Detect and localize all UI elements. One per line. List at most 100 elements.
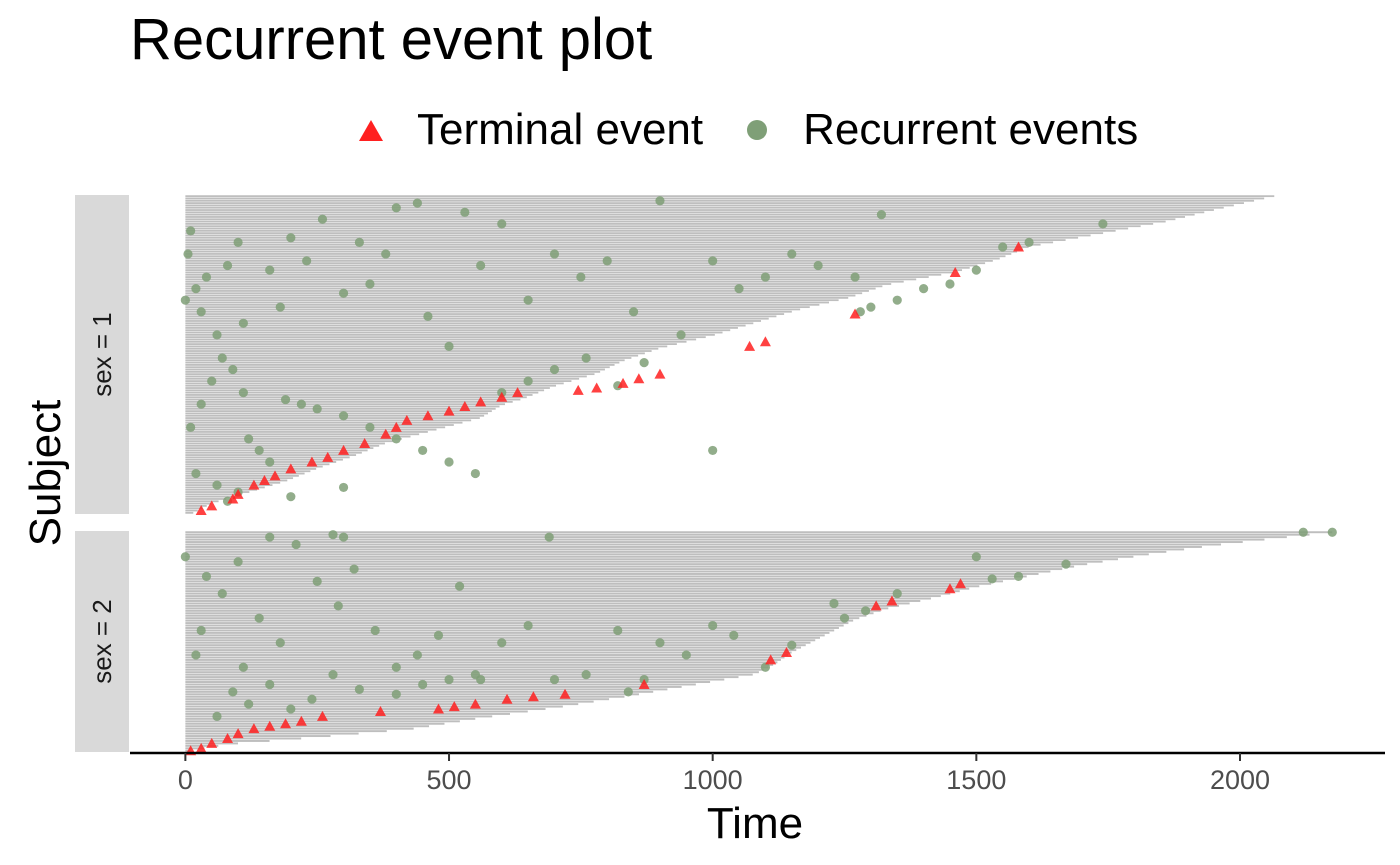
recurrent-event-point (354, 684, 364, 694)
recurrent-event-point (191, 284, 201, 294)
follow-up-bar (185, 545, 1202, 548)
follow-up-bar (185, 495, 234, 498)
follow-up-bar (185, 468, 317, 470)
follow-up-bar (185, 248, 1023, 251)
follow-up-bar (185, 440, 394, 443)
follow-up-bar (185, 322, 754, 325)
recurrent-event-point (549, 674, 560, 685)
follow-up-bar (185, 262, 986, 265)
follow-up-bar (185, 538, 1265, 541)
recurrent-event-point (418, 679, 428, 690)
recurrent-event-point (433, 630, 444, 640)
follow-up-bar (185, 414, 485, 417)
follow-up-bar (185, 433, 420, 436)
recurrent-event-point (317, 214, 328, 224)
x-tick-label: 1000 (683, 765, 743, 795)
follow-up-bar (185, 250, 1018, 253)
follow-up-bar (185, 239, 1066, 241)
recurrent-event-point (581, 670, 591, 680)
follow-up-bar (185, 276, 929, 278)
x-tick-label: 500 (426, 765, 471, 795)
recurrent-event-point (180, 295, 190, 305)
recurrent-event-point (328, 530, 338, 540)
terminal-event-point (744, 340, 756, 351)
follow-up-bar (185, 712, 510, 715)
follow-up-bar (185, 382, 564, 385)
follow-up-bar (185, 722, 445, 725)
terminal-event-point (195, 505, 207, 516)
follow-up-bar (185, 366, 610, 369)
recurrent-event-point (787, 640, 797, 650)
follow-up-bar (185, 403, 505, 406)
recurrent-event-point (244, 699, 254, 709)
recurrent-event-point (183, 249, 193, 259)
follow-up-bar (185, 572, 1039, 575)
panel-strip-label: sex = 1 (87, 312, 117, 397)
follow-up-bar (185, 331, 723, 334)
follow-up-bar (185, 703, 579, 706)
follow-up-bar (185, 658, 781, 661)
legend: Terminal event Recurrent events (355, 100, 1176, 160)
follow-up-bar (185, 336, 706, 339)
follow-up-bar (185, 710, 528, 713)
recurrent-event-point (201, 272, 212, 282)
terminal-event-point (955, 578, 967, 589)
recurrent-event-point (265, 457, 275, 467)
recurrent-event-point (191, 468, 201, 479)
recurrent-event-point (460, 207, 470, 217)
follow-up-bar (185, 405, 500, 408)
follow-up-bar (185, 209, 1214, 211)
follow-up-bar (185, 735, 331, 738)
follow-up-bar (185, 511, 194, 514)
follow-up-bar (185, 391, 539, 394)
follow-up-bar (185, 278, 917, 281)
follow-up-bar (185, 368, 605, 371)
recurrent-event-point (302, 256, 312, 266)
follow-up-bar (185, 541, 1243, 544)
x-axis: 0 500 1000 1500 2000 (178, 753, 1270, 795)
panels-layer: sex = 1 sex = 2 (75, 195, 1337, 756)
terminal-event-point (285, 463, 297, 474)
recurrent-event-point (444, 457, 454, 467)
follow-up-bar (185, 241, 1054, 244)
follow-up-bar (185, 264, 978, 267)
recurrent-event-point (365, 279, 375, 289)
follow-up-bar (185, 695, 625, 698)
follow-up-bar (185, 354, 639, 357)
terminal-events (195, 241, 1025, 516)
follow-up-bar (185, 629, 835, 632)
follow-up-bar (185, 592, 951, 595)
follow-up-bar (185, 315, 777, 318)
recurrent-event-point (813, 260, 823, 271)
recurrent-event-point (391, 203, 401, 213)
follow-up-bar (185, 580, 1003, 583)
follow-up-bar (185, 398, 521, 401)
follow-up-bar (185, 708, 546, 711)
panel-strip-label: sex = 2 (87, 599, 117, 684)
follow-up-bar (185, 560, 1103, 563)
follow-up-bar (185, 227, 1129, 230)
recurrent-event-point (328, 670, 338, 680)
follow-up-bar (185, 333, 715, 336)
follow-up-bar (185, 338, 697, 341)
follow-up-bar (185, 370, 601, 373)
recurrent-event-point (212, 330, 222, 340)
follow-up-bar (185, 396, 527, 399)
recurrent-event-point (312, 404, 322, 414)
recurrent-event-point (254, 613, 264, 623)
recurrent-event-point (391, 662, 401, 672)
recurrent-event-point (217, 353, 227, 363)
follow-up-bar (185, 199, 1255, 202)
follow-up-bar (185, 384, 557, 387)
terminal-event-point (501, 693, 513, 704)
follow-up-bar (185, 725, 430, 728)
recurrent-event-point (391, 689, 401, 699)
terminal-event-point (390, 421, 402, 432)
legend-label-recurrent: Recurrent events (803, 105, 1139, 154)
panel-2: sex = 2 (75, 527, 1337, 756)
x-tick-label: 0 (178, 765, 193, 795)
recurrent-event-point (238, 318, 248, 328)
follow-up-bar (185, 700, 594, 703)
terminal-event-point (572, 384, 584, 395)
follow-up-bar (185, 419, 472, 422)
